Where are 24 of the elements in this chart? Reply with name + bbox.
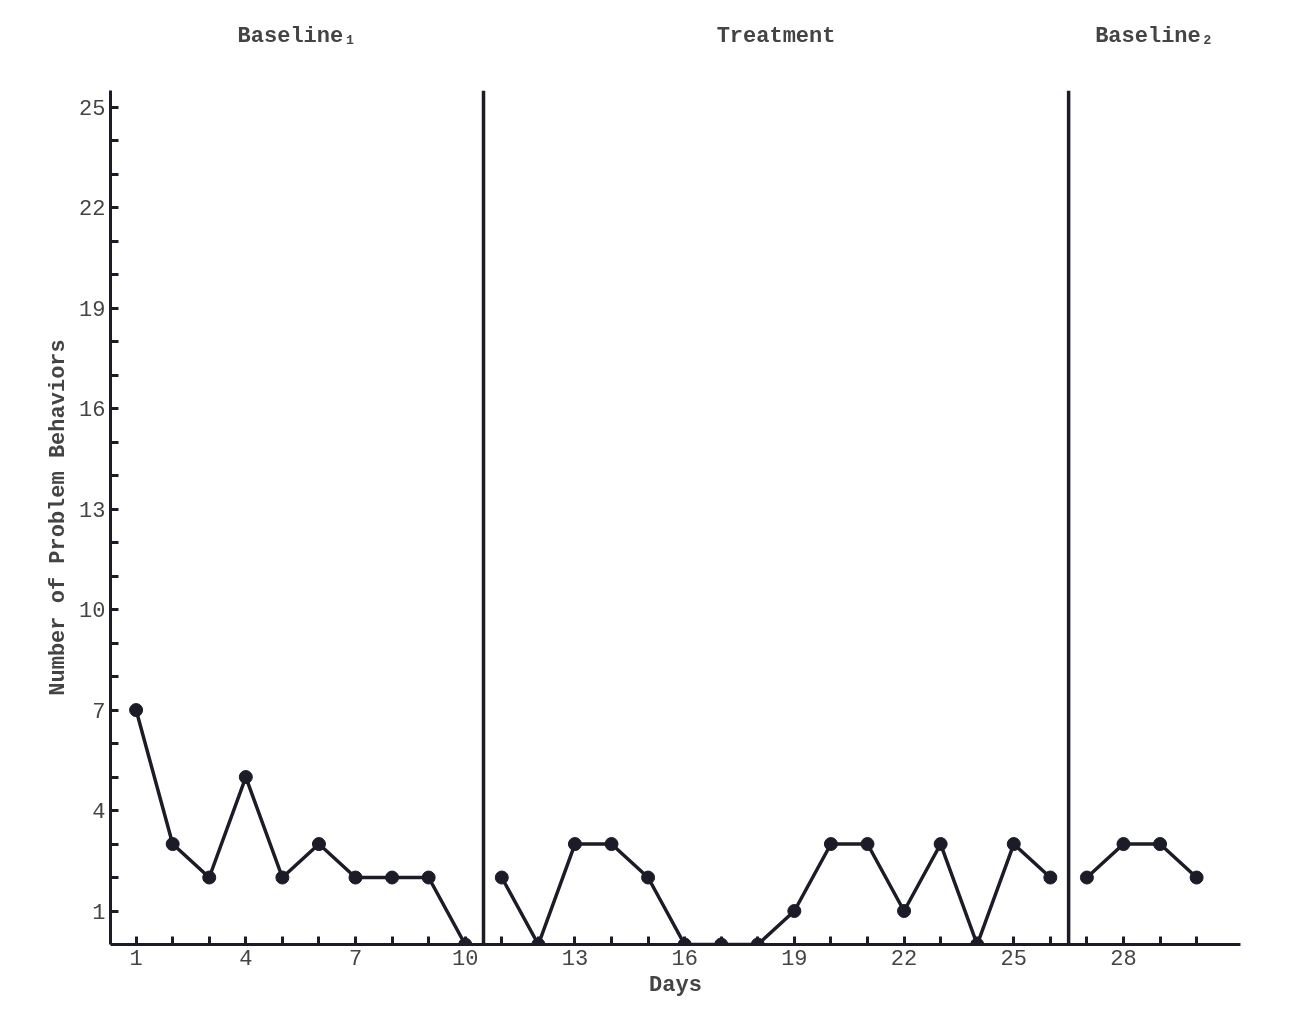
x-tick-label: 16 <box>671 946 698 972</box>
y-tick-label: 1 <box>92 900 106 926</box>
x-tick-label: 19 <box>781 946 808 972</box>
y-tick-label: 10 <box>79 599 106 625</box>
x-tick-label: 13 <box>561 946 589 972</box>
y-axis-title: Number of Problem Behaviors <box>46 339 72 696</box>
y-tick-label: 19 <box>79 297 106 323</box>
x-tick-label: 10 <box>452 946 479 972</box>
x-tick-label: 7 <box>348 946 363 972</box>
y-tick-label: 13 <box>79 498 106 524</box>
y-tick-label: 25 <box>79 96 106 122</box>
text: Treatment <box>716 23 836 49</box>
x-tick-label: 4 <box>239 946 253 972</box>
x-tick-label: 22 <box>890 946 918 972</box>
x-tick-label: 28 <box>1110 946 1137 972</box>
y-tick-label: 22 <box>79 197 106 223</box>
y-tick-label: 16 <box>79 398 106 424</box>
text: Baseline₁ <box>237 23 357 49</box>
x-axis-title: Days <box>649 972 702 998</box>
y-tick-label: 4 <box>92 800 106 826</box>
text: Baseline₂ <box>1095 23 1214 49</box>
y-tick-label: 7 <box>92 699 106 725</box>
x-tick-label: 25 <box>1000 946 1027 972</box>
x-tick-label: 1 <box>129 946 143 972</box>
